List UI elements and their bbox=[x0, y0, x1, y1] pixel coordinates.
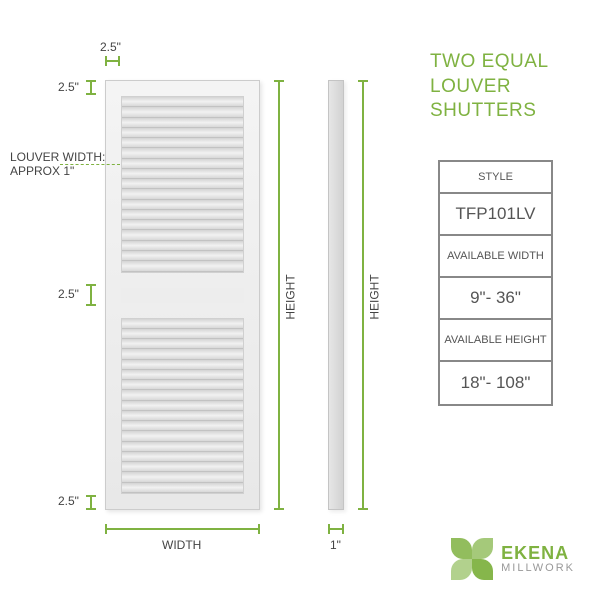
mid-rail bbox=[121, 288, 244, 303]
louver-slat bbox=[122, 360, 243, 370]
louver-slat bbox=[122, 210, 243, 220]
louver-slat bbox=[122, 380, 243, 390]
louver-slat bbox=[122, 370, 243, 380]
spec-style-value: TFP101LV bbox=[440, 194, 551, 236]
louver-slat bbox=[122, 200, 243, 210]
spec-width-label: AVAILABLE WIDTH bbox=[440, 236, 551, 278]
louver-width-callout: LOUVER WIDTH:APPROX 1" bbox=[10, 150, 105, 179]
brand-logo: EKENA MILLWORK bbox=[451, 538, 575, 580]
upper-louver-panel bbox=[121, 96, 244, 273]
louver-slat bbox=[122, 462, 243, 472]
louver-slat bbox=[122, 189, 243, 199]
dim-side-height-label: HEIGHT bbox=[368, 274, 382, 319]
dim-side-thickness-label: 1" bbox=[330, 538, 341, 552]
dim-top-frame-v bbox=[90, 80, 92, 95]
louver-slat bbox=[122, 483, 243, 493]
brand-subtitle: MILLWORK bbox=[501, 563, 575, 575]
louver-slat bbox=[122, 251, 243, 261]
louver-slat bbox=[122, 169, 243, 179]
dim-front-width-label: WIDTH bbox=[162, 538, 201, 552]
louver-slat bbox=[122, 97, 243, 107]
louver-slat bbox=[122, 472, 243, 482]
louver-slat bbox=[122, 319, 243, 329]
spec-table: STYLE TFP101LV AVAILABLE WIDTH 9"- 36" A… bbox=[438, 160, 553, 406]
product-title: TWO EQUALLOUVERSHUTTERS bbox=[430, 50, 549, 124]
louver-slat bbox=[122, 421, 243, 431]
louver-slat bbox=[122, 118, 243, 128]
brand-leaf-icon bbox=[451, 538, 493, 580]
lower-louver-panel bbox=[121, 318, 244, 495]
spec-style-label: STYLE bbox=[440, 162, 551, 194]
louver-slat bbox=[122, 349, 243, 359]
diagram-canvas: TWO EQUALLOUVERSHUTTERS STYLE TFP101LV A… bbox=[0, 0, 600, 600]
louver-slat bbox=[122, 390, 243, 400]
dim-bottom-frame bbox=[90, 495, 92, 510]
spec-width-label-text: AVAILABLE WIDTH bbox=[447, 249, 544, 263]
spec-height-label-text: AVAILABLE HEIGHT bbox=[444, 333, 546, 347]
louver-slat bbox=[122, 241, 243, 251]
dim-mid-rail-label: 2.5" bbox=[58, 287, 79, 301]
louver-slat bbox=[122, 329, 243, 339]
louver-slat bbox=[122, 148, 243, 158]
spec-width-value: 9"- 36" bbox=[440, 278, 551, 320]
louver-slat bbox=[122, 179, 243, 189]
dim-top-frame-v-label: 2.5" bbox=[58, 80, 79, 94]
spec-height-label: AVAILABLE HEIGHT bbox=[440, 320, 551, 362]
dim-side-height bbox=[362, 80, 364, 510]
side-shutter bbox=[328, 80, 344, 510]
louver-slat bbox=[122, 401, 243, 411]
louver-slat bbox=[122, 442, 243, 452]
dim-front-height-label: HEIGHT bbox=[284, 274, 298, 319]
spec-height-value: 18"- 108" bbox=[440, 362, 551, 404]
louver-slat bbox=[122, 261, 243, 271]
front-shutter bbox=[105, 80, 260, 510]
louver-slat bbox=[122, 220, 243, 230]
dim-top-frame-h-label: 2.5" bbox=[100, 40, 121, 54]
louver-slat bbox=[122, 452, 243, 462]
louver-slat bbox=[122, 411, 243, 421]
louver-slat bbox=[122, 107, 243, 117]
louver-slat bbox=[122, 431, 243, 441]
louver-slat bbox=[122, 159, 243, 169]
dim-bottom-frame-label: 2.5" bbox=[58, 494, 79, 508]
louver-slat bbox=[122, 230, 243, 240]
dim-top-frame-h bbox=[105, 60, 120, 62]
louver-slat bbox=[122, 138, 243, 148]
louver-slat bbox=[122, 128, 243, 138]
louver-slat bbox=[122, 339, 243, 349]
dim-front-width bbox=[105, 528, 260, 530]
brand-name: EKENA bbox=[501, 544, 575, 563]
dim-mid-rail bbox=[90, 284, 92, 306]
dim-side-thickness bbox=[328, 528, 344, 530]
dim-front-height bbox=[278, 80, 280, 510]
